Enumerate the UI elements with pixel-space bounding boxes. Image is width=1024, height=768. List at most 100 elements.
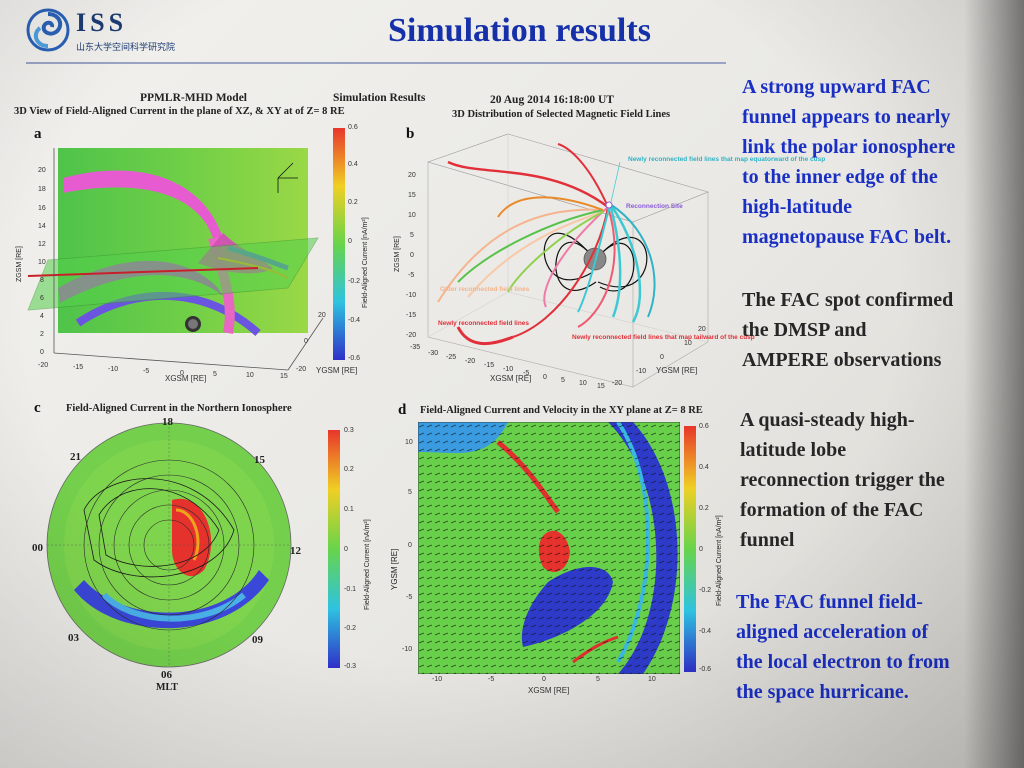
panel-b-x-tick: -15 (484, 362, 495, 369)
panel-d-title: Field-Aligned Current and Velocity in th… (420, 405, 703, 416)
panel-a-3d-plot (27, 148, 324, 371)
panel-b-anno-cyan: Newly reconnected field lines that map e… (628, 156, 826, 163)
panel-d-xy-plot (418, 422, 680, 674)
side-text-line: formation of the FAC (740, 499, 924, 521)
panel-d-y-tick: 5 (408, 489, 412, 496)
panel-b-y-tick: 20 (698, 326, 706, 333)
panel-b-x-tick: 5 (561, 377, 565, 384)
panel-b-z-tick: -5 (408, 272, 415, 279)
panel-b-z-tick: -10 (406, 292, 417, 299)
side-text-block-1: A strong upward FAC funnel appears to ne… (742, 72, 955, 252)
panel-b-anno-red-left: Newly reconnected field lines (438, 320, 530, 327)
panel-a-z-tick: 12 (38, 241, 46, 248)
panel-b-anno-red-right: Newly reconnected field lines that map t… (572, 334, 755, 341)
panel-d-cbar-tick: -0.4 (699, 628, 712, 635)
panel-a-z-tick: 6 (40, 295, 44, 302)
panel-d-y-tick: -5 (406, 594, 413, 601)
panel-a-z-tick: 20 (38, 167, 46, 174)
panel-a-z-tick: 10 (38, 259, 46, 266)
panel-b-letter: b (406, 126, 415, 142)
side-text-line: latitude lobe (740, 439, 847, 461)
side-text-line: high-latitude (742, 196, 853, 218)
panel-a-y-tick: 0 (304, 338, 308, 345)
panel-a-z-tick: 0 (40, 349, 44, 356)
panel-c-cbar-tick: 0 (344, 546, 348, 553)
panel-b-y-label: YGSM [RE] (656, 366, 698, 375)
title-divider (26, 62, 726, 64)
panel-b-x-tick: -35 (410, 344, 421, 351)
panel-a-cbar-tick: 0.4 (348, 161, 358, 168)
panel-a-cbar-tick: -0.2 (348, 278, 361, 285)
panel-b-x-tick: -5 (523, 370, 530, 377)
panel-a-z-tick: 18 (38, 186, 46, 193)
panel-d-cbar-tick: 0.2 (699, 505, 709, 512)
panel-a-z-tick: 2 (40, 331, 44, 338)
panel-b-z-tick: 5 (410, 232, 414, 239)
panel-b-x-label: XGSM [RE] (490, 374, 532, 383)
panel-d-x-tick: 0 (542, 676, 546, 683)
panel-c-cbar-tick: 0.3 (344, 427, 354, 434)
panel-a-cbar-tick: 0.6 (348, 124, 358, 131)
panel-b-z-tick: 10 (408, 212, 416, 219)
panel-d-cbar-tick: -0.6 (699, 666, 712, 673)
panel-c-clock-15: 15 (254, 454, 265, 466)
panel-a-letter: a (34, 126, 42, 142)
panel-d-x-tick: 10 (648, 676, 656, 683)
panel-d-colorbar-label: Field-Aligned Current [nA/m²] (716, 515, 723, 606)
panel-b-x-tick: -30 (428, 350, 439, 357)
panel-a-x-label: XGSM [RE] (165, 374, 207, 383)
side-text-line: the space hurricane. (736, 681, 909, 703)
iss-logo: ISS 山东大学空间科学研究院 (26, 8, 226, 56)
panel-c-cbar-tick: 0.2 (344, 466, 354, 473)
panel-a-x-tick: 5 (213, 371, 217, 378)
logo-org-name: ISS (76, 8, 128, 37)
panel-a-x-tick: -20 (38, 362, 49, 369)
panel-b-x-tick: 0 (543, 374, 547, 381)
screen-edge-shadow (964, 0, 1024, 768)
panel-d-x-tick: 5 (596, 676, 600, 683)
side-text-line: The FAC funnel field- (736, 591, 923, 613)
panel-d-colorbar (684, 426, 696, 672)
panel-c-clock-03: 03 (68, 632, 79, 644)
panel-d-x-tick: -5 (488, 676, 495, 683)
panel-c-title: Field-Aligned Current in the Northern Io… (66, 403, 292, 414)
panel-a-z-tick: 14 (38, 223, 46, 230)
panel-c-clock-18: 18 (162, 416, 173, 428)
side-text-line: The FAC spot confirmed (742, 289, 954, 311)
side-text-line: funnel (740, 529, 795, 551)
panel-a-x-tick: -5 (143, 368, 150, 375)
panel-d-y-tick: 0 (408, 542, 412, 549)
panel-d-cbar-tick: 0 (699, 546, 703, 553)
logo-org-subtitle: 山东大学空间科学研究院 (76, 43, 176, 53)
panel-d-y-label: YGSM [RE] (390, 548, 399, 590)
panel-d-cbar-tick: -0.2 (699, 587, 712, 594)
panel-b-z-tick: -15 (406, 312, 417, 319)
side-text-line: the local electron to from (736, 651, 950, 673)
panel-c-polar-plot (46, 422, 292, 668)
panel-b-y-tick: 0 (660, 354, 664, 361)
panel-b-y-tick: 10 (684, 340, 692, 347)
side-text-line: aligned acceleration of (736, 621, 929, 643)
panel-b-y-tick: -10 (636, 368, 647, 375)
panel-b-z-tick: -20 (406, 332, 417, 339)
panel-c-clock-00: 00 (32, 542, 43, 554)
panel-a-header-1: PPMLR-MHD Model (140, 92, 247, 104)
panel-a-header-2: 3D View of Field-Aligned Current in the … (14, 106, 345, 117)
panel-a-cbar-tick: -0.6 (348, 355, 361, 362)
panel-c-clock-06: 06 (161, 669, 172, 681)
panel-c-cbar-tick: -0.3 (344, 663, 357, 670)
side-text-line: AMPERE observations (742, 349, 942, 371)
panel-b-x-tick: 15 (597, 383, 605, 390)
panel-b-z-label: ZGSM [RE] (394, 236, 401, 272)
panel-b-z-tick: 0 (410, 252, 414, 259)
swirl-logo-icon (26, 8, 70, 52)
side-text-block-3: A quasi-steady high- latitude lobe recon… (740, 405, 945, 555)
panel-a-z-label: ZGSM [RE] (16, 246, 23, 282)
panel-d-x-tick: -10 (432, 676, 443, 683)
panel-b-fieldline-plot (427, 133, 709, 388)
side-text-line: link the polar ionosphere (742, 136, 956, 158)
panel-a-cbar-tick: -0.4 (348, 317, 361, 324)
side-text-line: A quasi-steady high- (740, 409, 915, 431)
panel-a-y-tick: 20 (318, 312, 326, 319)
